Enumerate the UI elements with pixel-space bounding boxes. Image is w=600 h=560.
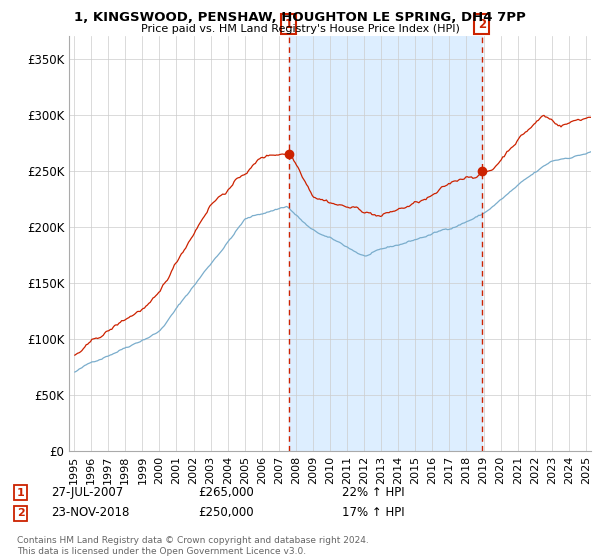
Text: 2: 2 (17, 508, 25, 519)
Text: 1: 1 (284, 18, 293, 31)
Text: £265,000: £265,000 (198, 486, 254, 498)
Text: Price paid vs. HM Land Registry's House Price Index (HPI): Price paid vs. HM Land Registry's House … (140, 24, 460, 34)
Text: 22% ↑ HPI: 22% ↑ HPI (342, 486, 404, 498)
Text: 2: 2 (478, 18, 486, 31)
Text: 1, KINGSWOOD, PENSHAW, HOUGHTON LE SPRING, DH4 7PP: 1, KINGSWOOD, PENSHAW, HOUGHTON LE SPRIN… (74, 11, 526, 24)
Text: £250,000: £250,000 (198, 506, 254, 519)
Text: 1: 1 (17, 488, 25, 498)
Bar (289, 36, 482, 451)
Text: 23-NOV-2018: 23-NOV-2018 (51, 506, 130, 519)
Text: 17% ↑ HPI: 17% ↑ HPI (342, 506, 404, 519)
Text: Contains HM Land Registry data © Crown copyright and database right 2024.
This d: Contains HM Land Registry data © Crown c… (17, 535, 368, 557)
Text: 27-JUL-2007: 27-JUL-2007 (51, 486, 123, 498)
